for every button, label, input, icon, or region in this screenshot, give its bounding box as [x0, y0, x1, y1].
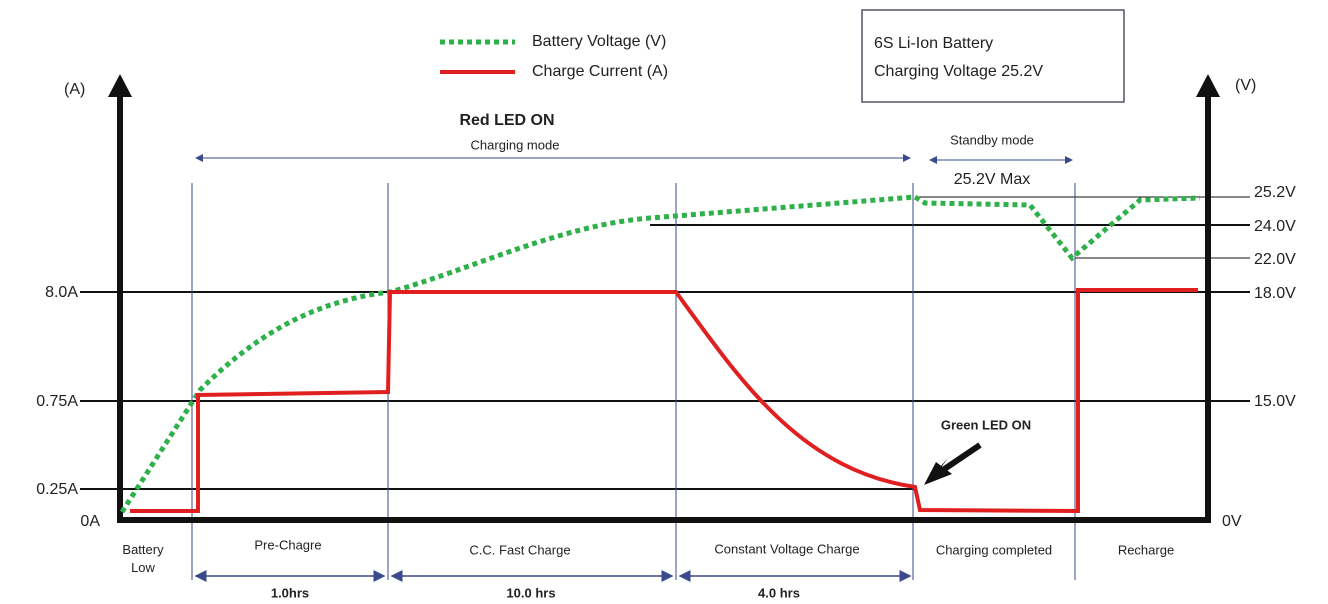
left-label: 8.0A — [45, 284, 78, 301]
charging-mode: Charging mode — [471, 137, 560, 152]
phase-label: Battery Low — [122, 542, 164, 575]
duration: 10.0 hrs — [506, 585, 555, 600]
left-unit: (A) — [64, 81, 85, 98]
voltage-curve — [119, 194, 1201, 514]
axis-arrow — [108, 74, 132, 97]
right-label: 18.0V — [1254, 285, 1296, 302]
duration: 4.0 hrs — [758, 585, 800, 600]
axes — [117, 95, 1211, 523]
duration: 1.0hrs — [271, 585, 309, 600]
max-label: 25.2V Max — [954, 171, 1030, 188]
right-label: 24.0V — [1254, 218, 1296, 235]
phase-label: C.C. Fast Charge — [469, 542, 570, 557]
info-line: 6S Li-Ion Battery — [874, 35, 993, 52]
info-box — [861, 9, 1125, 103]
left-label: 0A — [80, 513, 100, 530]
red-led: Red LED ON — [459, 112, 554, 129]
standby-mode: Standby mode — [950, 132, 1034, 147]
right-unit: (V) — [1235, 77, 1256, 94]
right-label: 15.0V — [1254, 393, 1296, 410]
phase-label: Charging completed — [936, 542, 1052, 557]
green-led-arrowhead — [924, 458, 952, 485]
left-label: 0.25A — [36, 481, 78, 498]
right-label: 0V — [1222, 513, 1242, 530]
phase-label: Recharge — [1118, 542, 1174, 557]
right-label: 25.2V — [1254, 184, 1296, 201]
green-led: Green LED ON — [941, 417, 1031, 432]
current-curve — [130, 288, 1198, 514]
axis-arrow — [1196, 74, 1220, 97]
legend-voltage: Battery Voltage (V) — [532, 33, 666, 50]
info-line: Charging Voltage 25.2V — [874, 63, 1043, 80]
phase-dividers — [191, 183, 1076, 580]
phase-label: Constant Voltage Charge — [714, 541, 859, 556]
left-label: 0.75A — [36, 393, 78, 410]
right-label: 22.0V — [1254, 251, 1296, 268]
legend-current: Charge Current (A) — [532, 63, 668, 80]
phase-label: Pre-Chagre — [254, 537, 321, 552]
green-led-arrow — [938, 442, 982, 475]
